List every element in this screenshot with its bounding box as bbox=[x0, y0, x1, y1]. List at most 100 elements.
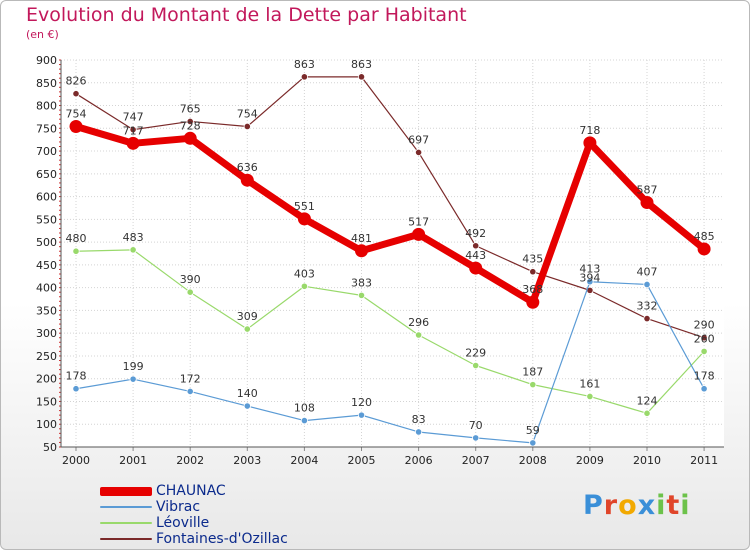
legend-label-chaunac: CHAUNAC bbox=[156, 483, 226, 499]
y-tick-label: 900 bbox=[36, 54, 57, 67]
data-label-fontaines: 435 bbox=[522, 253, 543, 266]
series-line-fontaines bbox=[75, 76, 705, 339]
legend-swatch-vibrac bbox=[100, 506, 152, 508]
data-label-fontaines: 492 bbox=[465, 227, 486, 240]
x-tick-label: 2006 bbox=[405, 454, 433, 467]
y-tick-label: 500 bbox=[36, 236, 57, 249]
legend-item-leoville: Léoville bbox=[100, 515, 288, 531]
data-point-leoville bbox=[529, 381, 537, 389]
data-label-vibrac: 172 bbox=[180, 372, 201, 385]
data-point-vibrac bbox=[414, 428, 423, 436]
data-point-fontaines bbox=[357, 73, 366, 81]
data-label-chaunac: 728 bbox=[180, 119, 201, 132]
data-label-fontaines: 747 bbox=[123, 111, 144, 124]
data-label-leoville: 480 bbox=[66, 232, 87, 245]
data-label-leoville: 390 bbox=[180, 273, 201, 286]
data-point-fontaines bbox=[700, 334, 708, 342]
data-point-leoville bbox=[129, 246, 137, 254]
legend-swatch-chaunac bbox=[100, 486, 152, 496]
data-label-chaunac: 443 bbox=[465, 249, 486, 262]
data-label-leoville: 229 bbox=[465, 347, 486, 360]
logo-letter: i bbox=[680, 490, 691, 521]
x-tick-label: 2008 bbox=[519, 454, 547, 467]
series-line-chaunac bbox=[72, 122, 708, 306]
data-label-vibrac: 120 bbox=[351, 396, 372, 409]
data-point-leoville bbox=[414, 331, 423, 339]
data-point-chaunac bbox=[183, 131, 197, 145]
data-point-fontaines bbox=[72, 90, 80, 98]
data-label-leoville: 187 bbox=[522, 366, 543, 379]
x-tick-label: 2004 bbox=[290, 454, 318, 467]
data-point-leoville bbox=[472, 361, 480, 370]
data-label-vibrac: 108 bbox=[294, 402, 315, 415]
y-tick-label: 750 bbox=[36, 122, 57, 135]
data-point-vibrac bbox=[300, 416, 308, 425]
chart-subtitle: (en €) bbox=[26, 28, 59, 41]
data-label-fontaines: 697 bbox=[408, 133, 429, 146]
data-point-leoville bbox=[357, 291, 366, 299]
data-point-chaunac bbox=[640, 196, 654, 210]
data-label-chaunac: 587 bbox=[637, 184, 658, 197]
series-line-vibrac bbox=[75, 281, 705, 444]
data-label-fontaines: 765 bbox=[180, 102, 201, 115]
data-point-vibrac bbox=[586, 278, 594, 286]
y-tick-label: 550 bbox=[36, 213, 57, 226]
data-point-vibrac bbox=[643, 280, 651, 289]
legend-swatch-fontaines bbox=[100, 538, 152, 540]
logo-letter: o bbox=[618, 490, 638, 521]
logo-letter: x bbox=[637, 490, 657, 521]
data-point-fontaines bbox=[300, 73, 308, 81]
data-point-leoville bbox=[643, 409, 651, 417]
data-label-leoville: 483 bbox=[123, 231, 144, 244]
data-point-leoville bbox=[243, 325, 251, 333]
y-tick-label: 50 bbox=[43, 441, 57, 454]
data-point-chaunac bbox=[697, 242, 711, 256]
data-point-fontaines bbox=[472, 242, 480, 250]
data-point-leoville bbox=[586, 392, 594, 401]
data-label-fontaines: 863 bbox=[351, 58, 372, 71]
y-tick-label: 850 bbox=[36, 77, 57, 90]
data-point-chaunac bbox=[126, 136, 140, 150]
data-label-chaunac: 517 bbox=[408, 215, 429, 228]
data-point-chaunac bbox=[412, 227, 426, 241]
data-point-fontaines bbox=[414, 148, 423, 157]
data-point-vibrac bbox=[72, 385, 80, 393]
data-point-leoville bbox=[700, 347, 708, 355]
data-label-fontaines: 863 bbox=[294, 58, 315, 71]
data-label-vibrac: 413 bbox=[579, 263, 600, 276]
data-label-vibrac: 178 bbox=[694, 370, 715, 383]
data-point-vibrac bbox=[472, 434, 480, 442]
data-label-leoville: 383 bbox=[351, 276, 372, 289]
data-label-chaunac: 481 bbox=[351, 232, 372, 245]
data-label-fontaines: 754 bbox=[237, 107, 258, 120]
data-label-chaunac: 718 bbox=[579, 124, 600, 137]
data-label-leoville: 124 bbox=[637, 394, 658, 407]
legend-label-fontaines: Fontaines-d'Ozillac bbox=[156, 531, 288, 547]
data-label-chaunac: 551 bbox=[294, 200, 315, 213]
x-tick-label: 2000 bbox=[62, 454, 90, 467]
y-tick-label: 700 bbox=[36, 145, 57, 158]
data-label-chaunac: 485 bbox=[694, 230, 715, 243]
data-point-chaunac bbox=[240, 173, 254, 187]
data-label-vibrac: 70 bbox=[469, 419, 483, 432]
y-tick-label: 600 bbox=[36, 191, 57, 204]
x-tick-label: 2002 bbox=[176, 454, 204, 467]
x-tick-label: 2001 bbox=[119, 454, 147, 467]
y-tick-label: 350 bbox=[36, 304, 57, 317]
series-line-leoville bbox=[75, 249, 705, 414]
x-tick-label: 2010 bbox=[633, 454, 661, 467]
logo-letter: P bbox=[583, 490, 604, 521]
data-label-vibrac: 140 bbox=[237, 387, 258, 400]
data-label-chaunac: 368 bbox=[522, 283, 543, 296]
data-label-fontaines: 290 bbox=[694, 319, 715, 332]
x-tick-label: 2009 bbox=[576, 454, 604, 467]
data-point-chaunac bbox=[583, 136, 597, 150]
data-label-leoville: 403 bbox=[294, 267, 315, 280]
y-tick-label: 450 bbox=[36, 259, 57, 272]
data-point-vibrac bbox=[243, 402, 251, 410]
y-tick-label: 400 bbox=[36, 282, 57, 295]
data-label-vibrac: 199 bbox=[123, 360, 144, 373]
data-point-chaunac bbox=[469, 261, 483, 275]
data-label-fontaines: 826 bbox=[66, 75, 87, 88]
